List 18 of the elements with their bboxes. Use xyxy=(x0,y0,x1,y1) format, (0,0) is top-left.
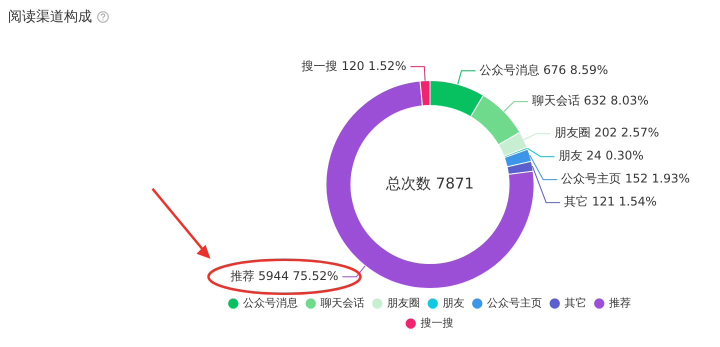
data-label: 推荐 5944 75.52% xyxy=(230,268,338,283)
legend-label: 聊天会话 xyxy=(320,296,364,310)
legend-label: 公众号主页 xyxy=(486,296,542,310)
data-label: 聊天会话 632 8.03% xyxy=(532,94,649,108)
data-label: 公众号消息 676 8.59% xyxy=(479,62,608,77)
legend-label: 朋友圈 xyxy=(386,296,420,310)
text: 阅读渠道构成 xyxy=(8,8,92,26)
legend-label: 朋友 xyxy=(442,296,464,310)
legend-label: 其它 xyxy=(564,296,586,310)
data-label: 朋友圈 202 2.57% xyxy=(554,126,660,140)
legend-label: 推荐 xyxy=(608,296,631,310)
legend-label: 搜一搜 xyxy=(420,316,454,330)
data-label: 朋友 24 0.30% xyxy=(558,148,644,163)
data-label: 搜一搜 120 1.52% xyxy=(302,58,406,73)
data-label: 其它 121 1.54% xyxy=(564,194,657,209)
text: 总次数 7871 xyxy=(385,174,474,192)
legend-label: 公众号消息 xyxy=(242,296,298,310)
data-label: 公众号主页 152 1.93% xyxy=(561,172,690,186)
